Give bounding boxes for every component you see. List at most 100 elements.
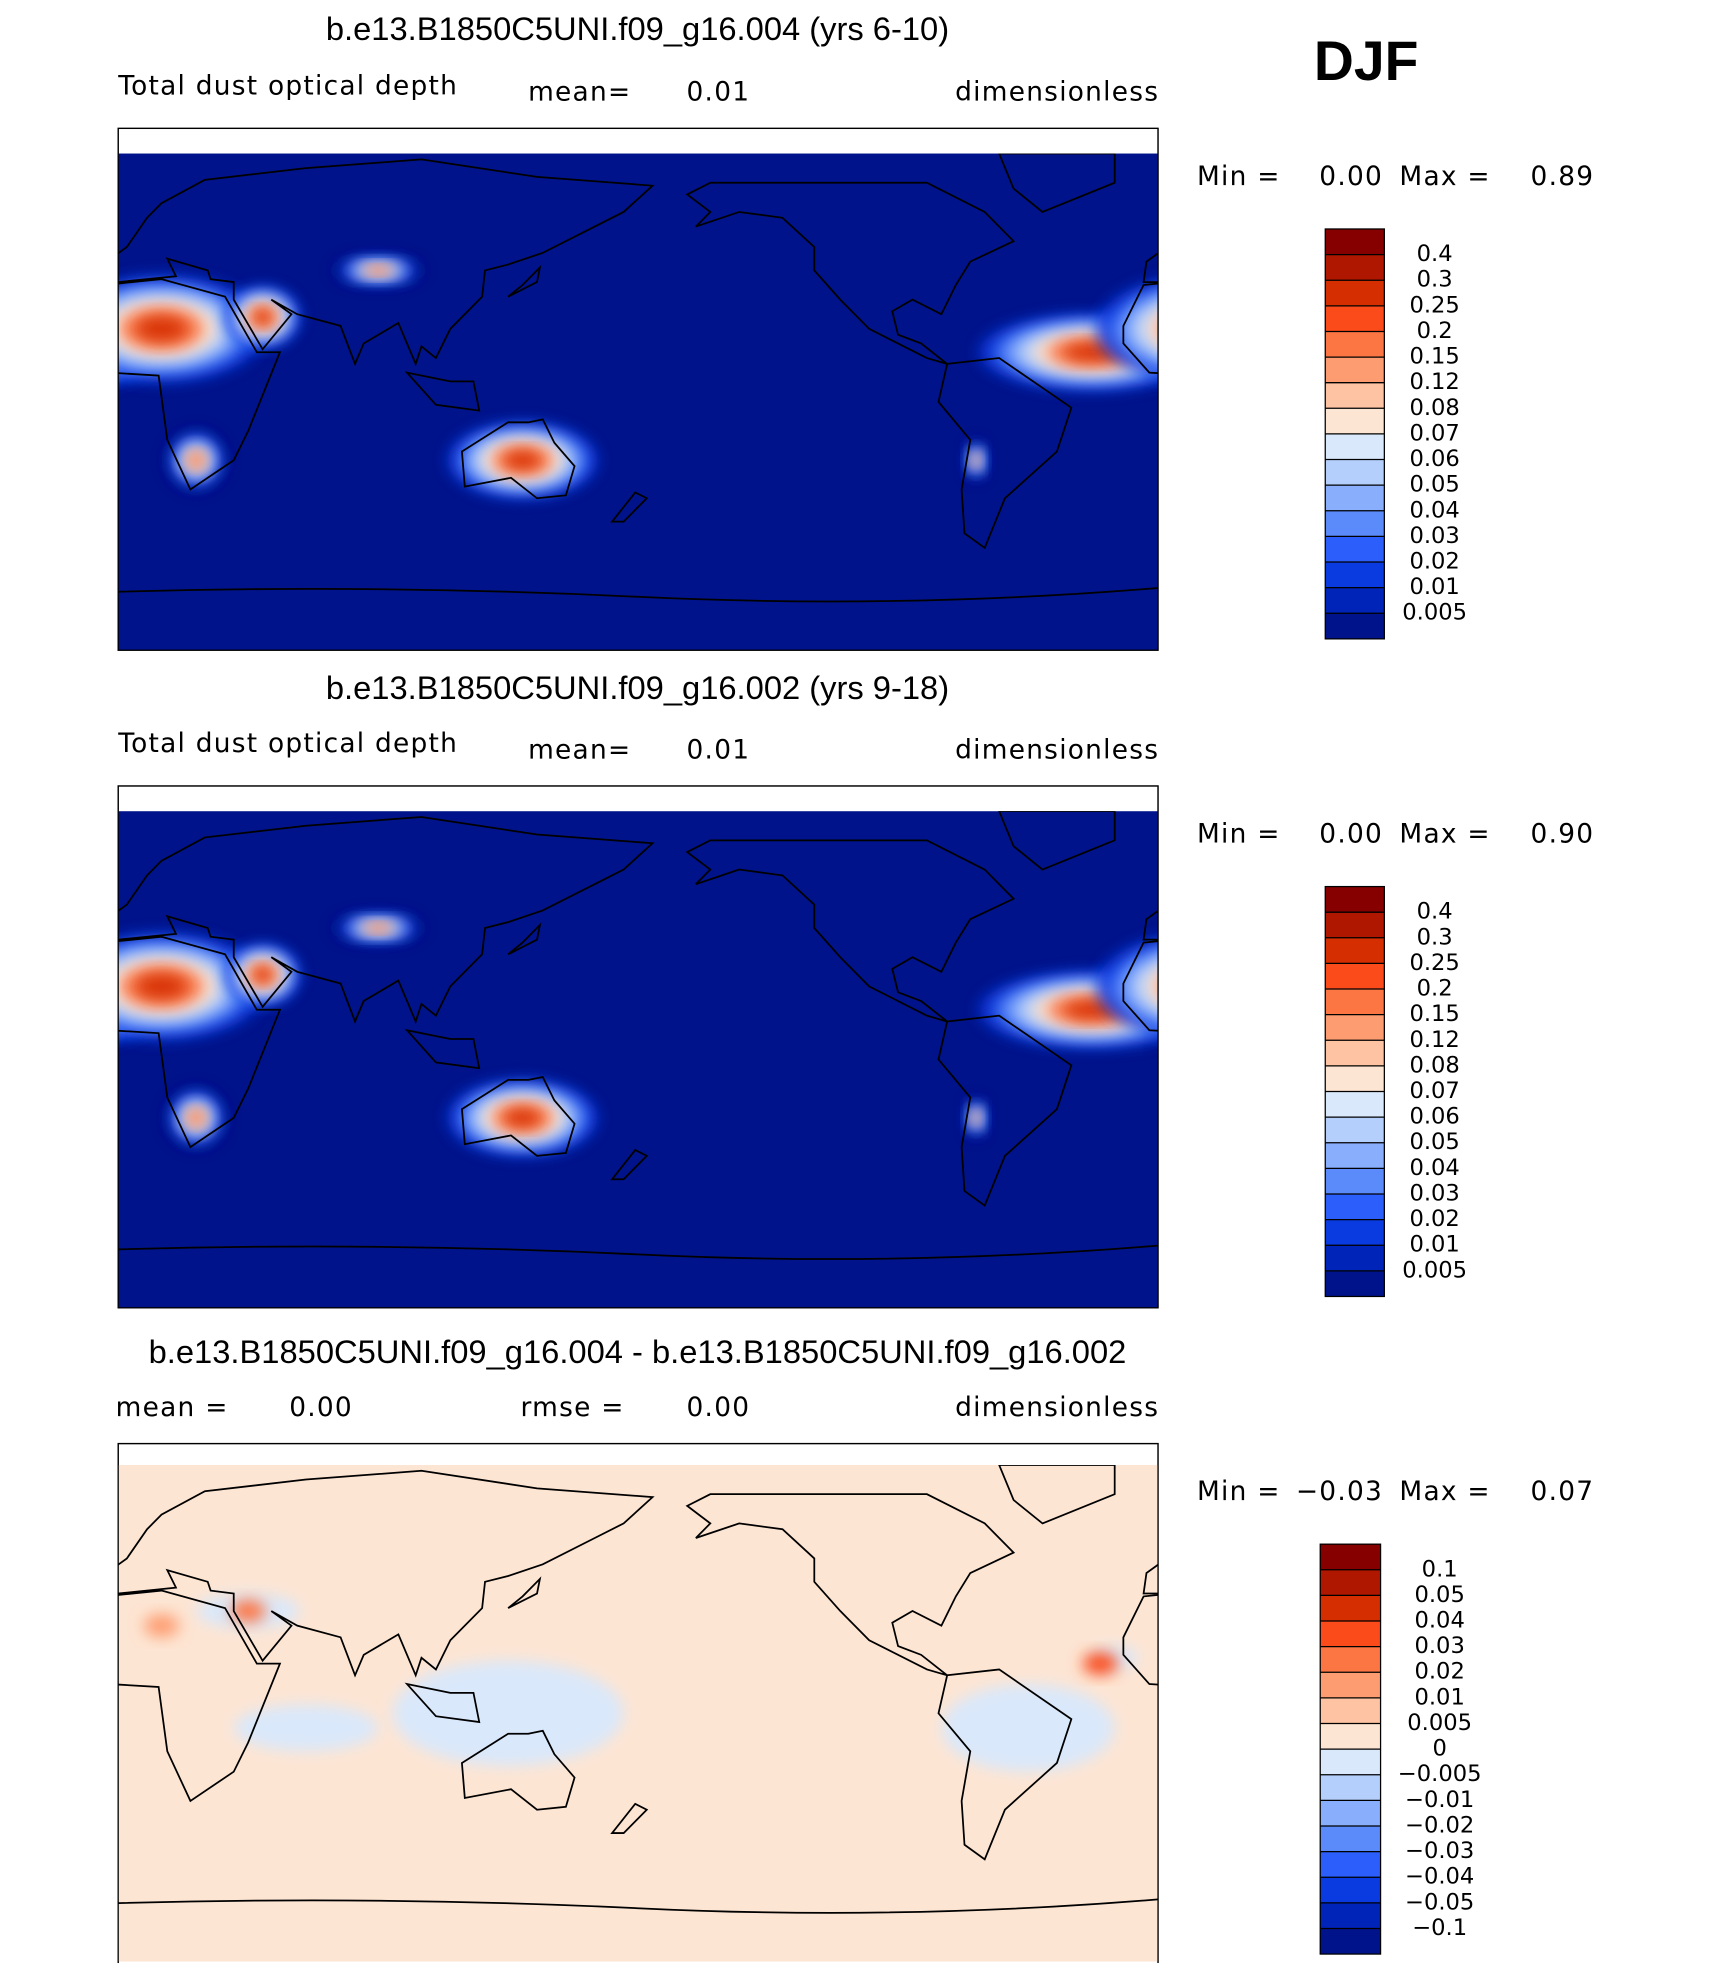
- coastline: [998, 811, 1116, 871]
- dust-field: [1143, 309, 1159, 349]
- dust-field: [1224, 448, 1248, 472]
- colorbar-box: [1325, 305, 1385, 332]
- coastline: [118, 158, 655, 367]
- colorbar-label: −0.005: [1398, 1761, 1482, 1787]
- colorbar-label: 0.04: [1414, 1608, 1464, 1634]
- dust-field: [1219, 1101, 1252, 1134]
- difference-field: [1270, 1600, 1305, 1623]
- coastline: [937, 1668, 1073, 1861]
- colorbar-label: 0.08: [1409, 1052, 1459, 1078]
- dust-field: [1210, 1092, 1261, 1144]
- coastline: [1548, 925, 1580, 954]
- dust-field: [1499, 1086, 1627, 1151]
- dust-field: [1499, 428, 1627, 493]
- colorbar-box: [1320, 1723, 1381, 1750]
- difference-field: [52, 1646, 98, 1669]
- stat-label: mean=: [528, 734, 631, 765]
- colorbar-box: [1325, 357, 1385, 383]
- max-value: 0.90: [1531, 819, 1595, 850]
- difference-field: [143, 1614, 180, 1637]
- colorbar-label: 0.02: [1414, 1659, 1464, 1685]
- coastline: [507, 1576, 542, 1609]
- dust-field: [1224, 1106, 1248, 1130]
- panel-title: b.e13.B1850C5UNI.f09_g16.004 (yrs 6-10): [326, 10, 949, 47]
- coastline: [404, 1682, 481, 1724]
- dust-field: [1159, 965, 1243, 1008]
- colorbar-box: [1325, 1168, 1385, 1194]
- colorbar-box: [1320, 1928, 1381, 1955]
- colorbar-label: 0.3: [1417, 267, 1453, 293]
- colorbar-label: 0.04: [1409, 1155, 1459, 1181]
- colorbar-box: [1325, 536, 1385, 563]
- colorbar-box: [1325, 485, 1385, 511]
- coastline: [610, 491, 649, 523]
- season-label: DJF: [1314, 30, 1419, 92]
- coastline: [460, 1075, 576, 1157]
- colorbar-label: 0.25: [1409, 950, 1459, 976]
- dust-field: [1282, 958, 1323, 991]
- dust-field: [0, 331, 114, 373]
- colorbar-label: 0.005: [1402, 1257, 1467, 1283]
- dust-field: [973, 1113, 979, 1123]
- coastline: [610, 1802, 649, 1834]
- units-label: dimensionless: [955, 1392, 1159, 1423]
- coastline: [1502, 419, 1615, 498]
- max-label: Max =: [1399, 819, 1490, 850]
- difference-field: [230, 1599, 266, 1623]
- dust-field: [1287, 963, 1317, 987]
- colorbar-frame: [1324, 885, 1385, 1298]
- colorbar-label: −0.02: [1405, 1812, 1474, 1838]
- colorbar-label: 0.06: [1409, 446, 1459, 472]
- coastline: [1548, 267, 1580, 296]
- difference-field: [1082, 1652, 1118, 1675]
- colorbar-label: 0.005: [1407, 1710, 1472, 1736]
- colorbar-box: [1325, 1117, 1385, 1143]
- colorbar-box: [1320, 1544, 1381, 1570]
- colorbar-label: 0.03: [1409, 1180, 1459, 1206]
- dust-field: [1175, 316, 1228, 343]
- difference-field: [0, 1684, 75, 1772]
- coastline: [1502, 1731, 1615, 1810]
- colorbar-box: [1320, 1569, 1381, 1596]
- min-label: Min =: [1197, 819, 1281, 850]
- colorbar-label: 0.03: [1409, 523, 1459, 549]
- coastline: [0, 154, 75, 212]
- colorbar-label: −0.01: [1405, 1787, 1474, 1813]
- coastline: [998, 153, 1116, 213]
- colorbar-box: [1320, 1749, 1381, 1775]
- colorbar-box: [1325, 1219, 1385, 1246]
- colorbar-label: 0.03: [1414, 1633, 1464, 1659]
- colorbar-box: [1325, 1065, 1385, 1092]
- variable-label: Total dust optical depth: [117, 70, 458, 101]
- colorbar-box: [1325, 510, 1385, 537]
- colorbar-label: 0.01: [1409, 574, 1459, 600]
- dust-field: [1276, 953, 1329, 996]
- colorbar-label: 0.12: [1409, 1027, 1459, 1053]
- dust-field: [118, 337, 131, 367]
- dust-field: [1127, 298, 1159, 359]
- dust-field: [1544, 451, 1582, 470]
- dust-field: [1175, 973, 1228, 1000]
- colorbar-label: −0.04: [1405, 1864, 1474, 1890]
- max-label: Max =: [1399, 1476, 1490, 1507]
- coastline: [118, 1244, 1159, 1260]
- dust-field: [1159, 308, 1243, 351]
- coastline: [507, 922, 542, 956]
- map-frame: [117, 127, 1159, 651]
- dust-field: [1215, 1097, 1257, 1140]
- colorbar-box: [1325, 254, 1385, 281]
- dust-field: [1532, 1103, 1592, 1133]
- colorbar-box: [1325, 989, 1385, 1015]
- dust-field: [1210, 434, 1261, 486]
- colorbar-box: [1325, 613, 1385, 639]
- colorbar-label: 0.25: [1409, 292, 1459, 318]
- colorbar-box: [1320, 1825, 1381, 1852]
- coastline: [0, 811, 75, 869]
- coastline: [0, 358, 32, 548]
- dust-field: [1276, 296, 1329, 339]
- min-label: Min =: [1197, 161, 1281, 192]
- colorbar-box: [1325, 280, 1385, 306]
- dust-field: [1293, 967, 1312, 982]
- dust-field: [1510, 434, 1615, 487]
- colorbar-box: [1325, 963, 1385, 990]
